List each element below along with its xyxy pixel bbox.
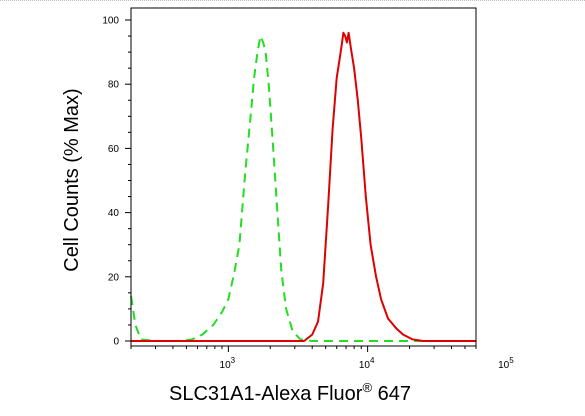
y-tick-label: 20	[108, 272, 120, 283]
histogram-series-2-solid	[131, 31, 476, 342]
top-dotted-border	[0, 0, 585, 1]
x-tick-label: 105	[498, 356, 514, 371]
axes-layer	[125, 7, 477, 352]
x-tick-label: 103	[220, 356, 236, 371]
y-tick-label: 40	[108, 208, 120, 219]
y-tick-label: 0	[113, 337, 119, 348]
x-axis-title: SLC31A1-Alexa Fluor® 647	[169, 380, 411, 405]
y-tick-label: 60	[108, 144, 120, 155]
x-tick-label: 104	[359, 356, 375, 371]
series-layer	[130, 31, 476, 342]
y-axis-title: Cell Counts (% Max)	[61, 88, 83, 271]
y-tick-label: 80	[108, 80, 120, 91]
plot-frame	[130, 7, 477, 347]
y-tick-label: 100	[102, 16, 119, 27]
histogram-series-1-dashed	[130, 35, 476, 342]
labels-layer: 0 20 40 60 80 100 103 104 105 Cell Counts (% Max)…	[61, 16, 514, 406]
